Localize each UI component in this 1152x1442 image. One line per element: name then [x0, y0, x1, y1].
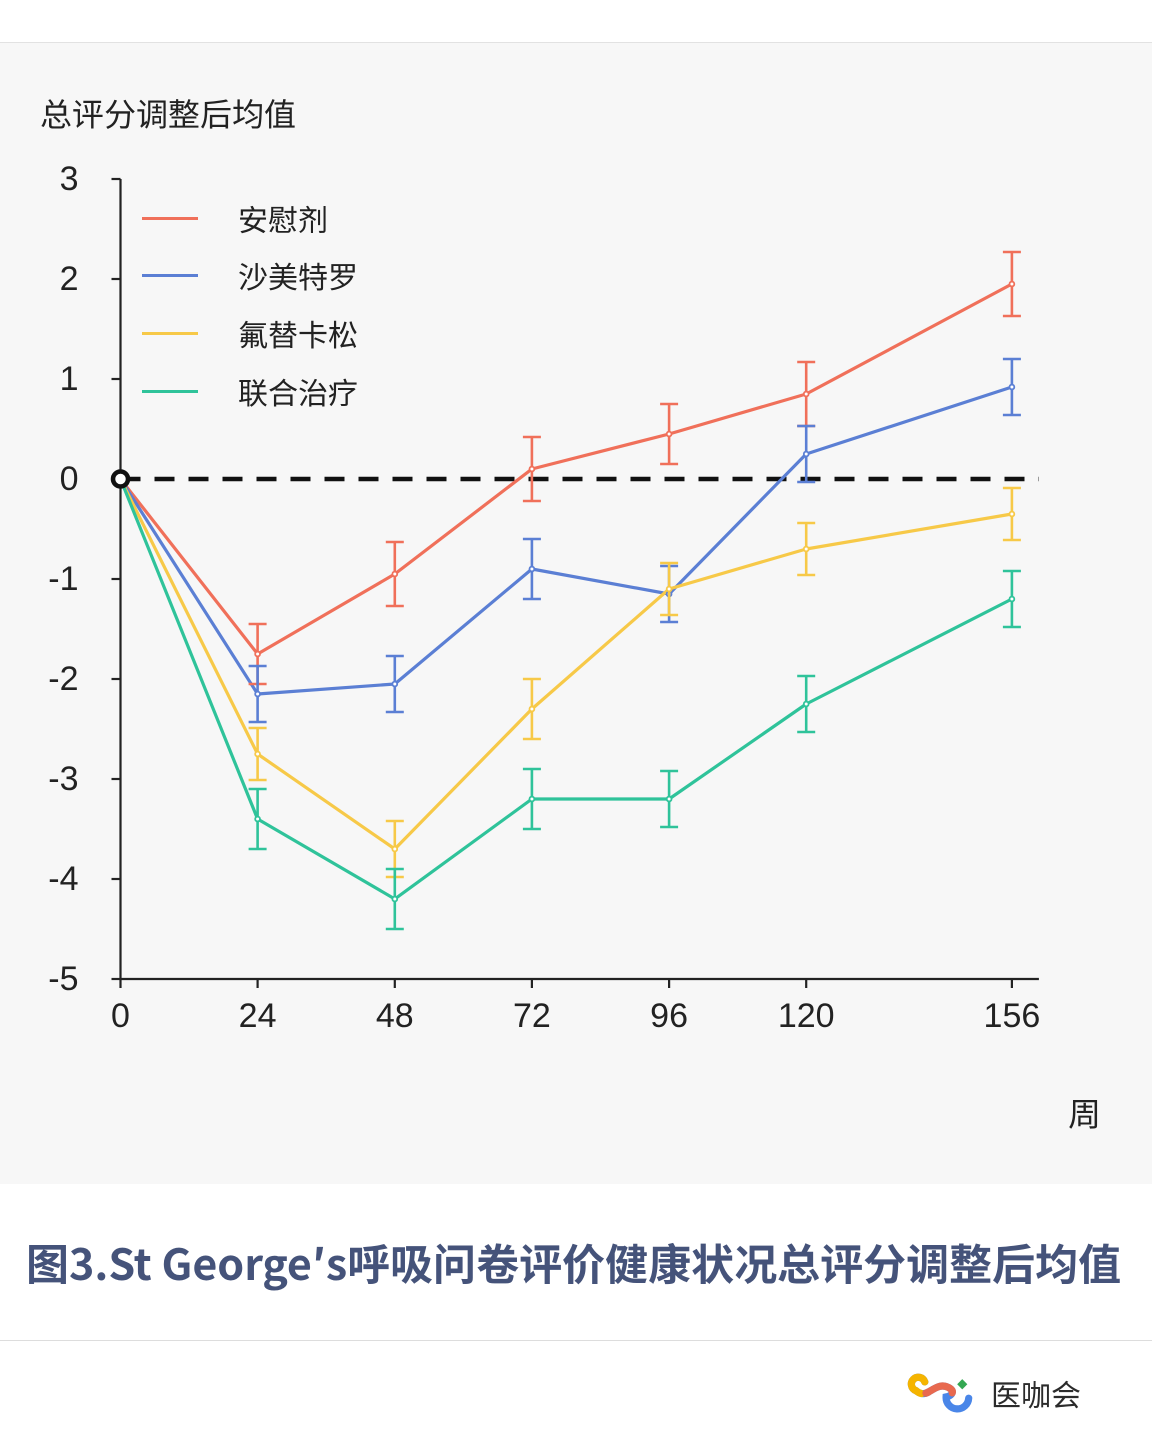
svg-text:2: 2: [60, 260, 79, 298]
svg-text:-4: -4: [48, 860, 78, 898]
svg-text:120: 120: [778, 997, 835, 1035]
svg-text:0: 0: [111, 997, 130, 1035]
svg-text:96: 96: [650, 997, 688, 1035]
svg-text:72: 72: [513, 997, 551, 1035]
svg-text:0: 0: [60, 460, 79, 498]
svg-text:48: 48: [376, 997, 414, 1035]
svg-text:-2: -2: [48, 660, 78, 698]
svg-text:24: 24: [239, 997, 277, 1035]
svg-text:156: 156: [984, 997, 1041, 1035]
svg-text:-5: -5: [48, 960, 78, 998]
svg-text:1: 1: [60, 360, 79, 398]
svg-text:-3: -3: [48, 760, 78, 798]
svg-text:3: 3: [60, 160, 79, 198]
svg-text:-1: -1: [48, 560, 78, 598]
